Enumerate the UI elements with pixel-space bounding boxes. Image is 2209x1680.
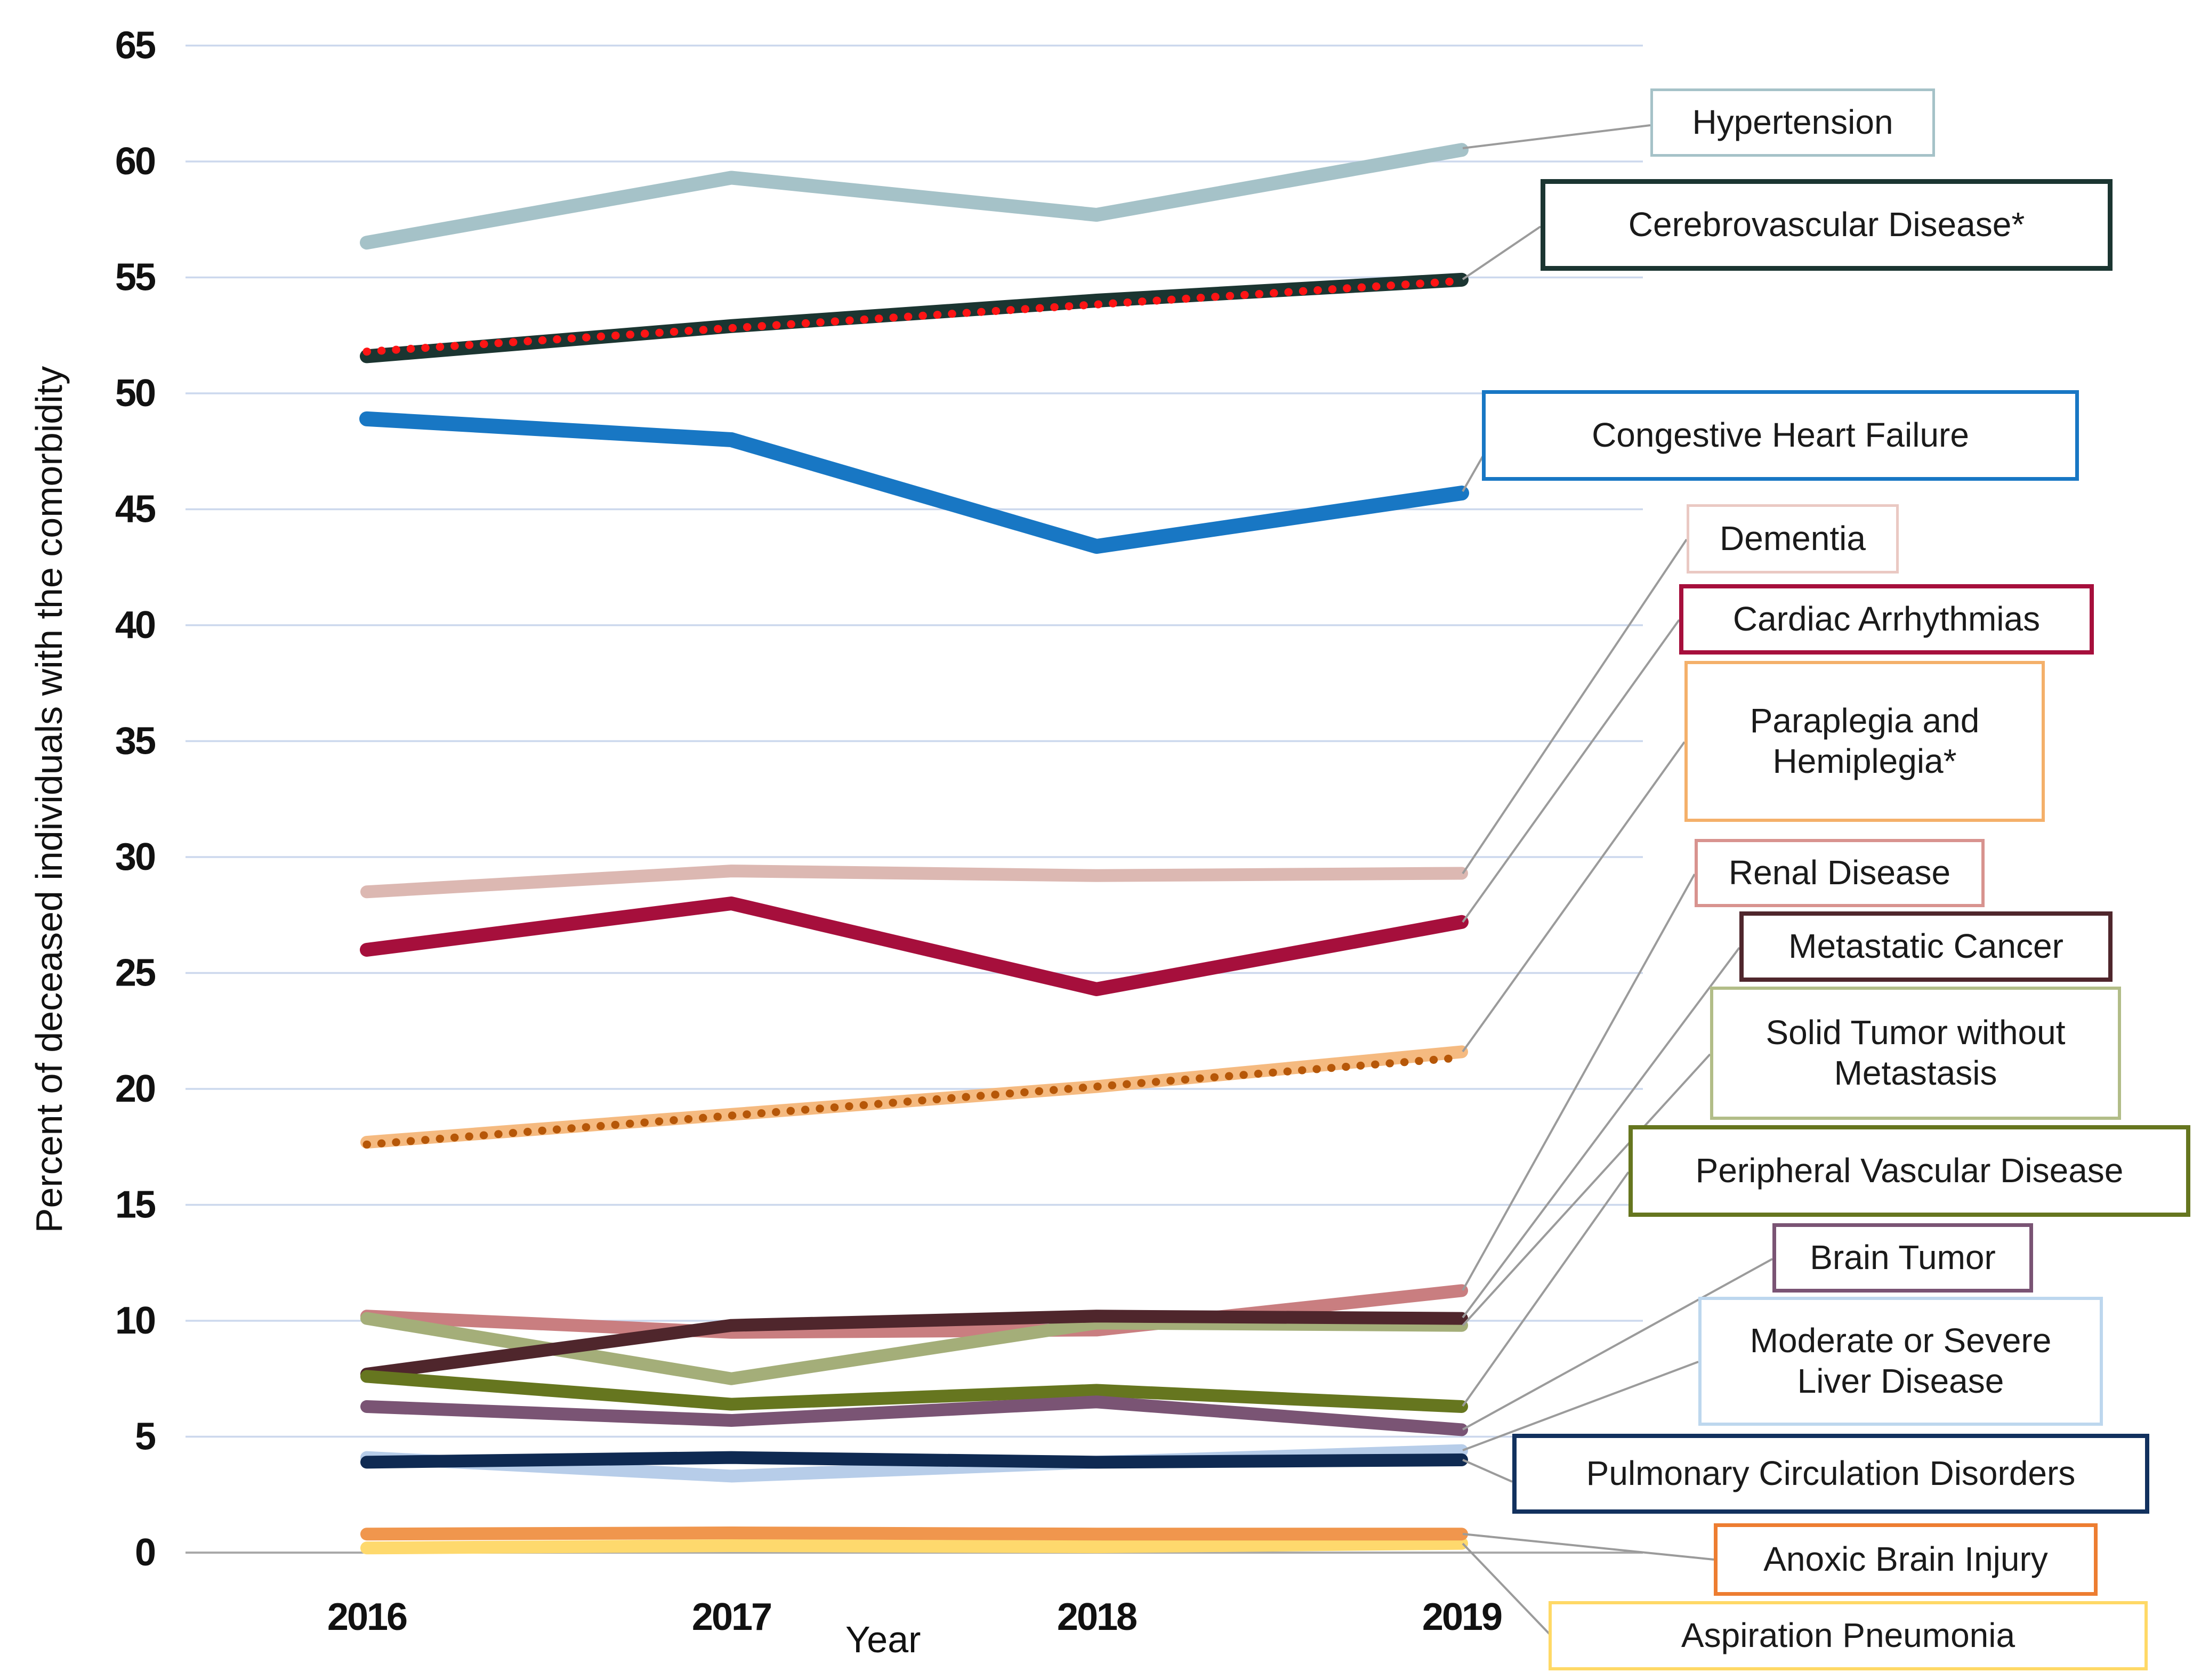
series-line-peripheral-vascular-disease	[360, 1370, 1468, 1413]
legend-box-label: Hypertension	[1692, 103, 1893, 142]
legend-box-label: Solid Tumor without	[1765, 1013, 2066, 1052]
leader-line-cardiac-arrhythmias	[1462, 619, 1680, 923]
legend-box-aspiration-pneumonia: Aspiration Pneumonia	[1549, 1601, 2148, 1670]
legend-box-brain-tumor: Brain Tumor	[1772, 1223, 2033, 1293]
legend-box-pulmonary-circulation-disorders: Pulmonary Circulation Disorders	[1512, 1434, 2149, 1514]
leader-line-anoxic-brain-injury	[1462, 1533, 1714, 1561]
legend-box-solid-tumor-without-metastasis: Solid Tumor without Metastasis	[1710, 987, 2121, 1120]
y-tick-20: 20	[115, 1068, 155, 1110]
y-tick-55: 55	[115, 256, 156, 299]
legend-box-anoxic-brain-injury: Anoxic Brain Injury	[1714, 1523, 2098, 1596]
leader-line-congestive-heart-failure	[1462, 454, 1485, 492]
leader-line-peripheral-vascular-disease	[1462, 1171, 1630, 1407]
legend-box-moderate-or-severe-liver-disease: Moderate or Severe Liver Disease	[1698, 1297, 2103, 1426]
legend-box-label: Brain Tumor	[1810, 1238, 1996, 1277]
y-tick-15: 15	[115, 1184, 156, 1226]
legend-box-label: Renal Disease	[1728, 853, 1951, 892]
legend-box-congestive-heart-failure: Congestive Heart Failure	[1482, 390, 2079, 481]
x-tick-2018: 2018	[1057, 1596, 1136, 1638]
leader-line-metastatic-cancer	[1462, 947, 1740, 1319]
legend-box-label: Congestive Heart Failure	[1592, 416, 1969, 455]
leader-line-hypertension	[1462, 124, 1651, 149]
y-tick-65: 65	[115, 25, 156, 67]
legend-box-cerebrovascular-disease: Cerebrovascular Disease*	[1541, 179, 2113, 271]
y-tick-25: 25	[115, 952, 156, 995]
legend-box-cardiac-arrhythmias: Cardiac Arrhythmias	[1679, 584, 2094, 655]
series-line-hypertension	[360, 143, 1469, 250]
y-tick-40: 40	[115, 604, 155, 647]
legend-box-label: Aspiration Pneumonia	[1681, 1616, 2015, 1655]
series-line-renal-disease	[360, 1284, 1468, 1339]
legend-box-label: Cardiac Arrhythmias	[1732, 600, 2041, 639]
series-line-anoxic-brain-injury	[360, 1526, 1468, 1541]
legend-box-renal-disease: Renal Disease	[1695, 839, 1985, 907]
series-line-brain-tumor	[360, 1395, 1468, 1436]
y-tick-30: 30	[115, 836, 155, 878]
leader-line-cerebrovascular-disease	[1462, 225, 1542, 280]
leader-line-aspiration-pneumonia	[1462, 1542, 1551, 1635]
y-tick-5: 5	[135, 1416, 156, 1458]
legend-box-label: Peripheral Vascular Disease	[1695, 1151, 2124, 1190]
legend-box-label: Dementia	[1720, 519, 1866, 558]
legend-box-label: Cerebrovascular Disease*	[1628, 205, 2025, 244]
y-tick-0: 0	[135, 1531, 155, 1574]
legend-box-metastatic-cancer: Metastatic Cancer	[1739, 911, 2113, 982]
y-tick-50: 50	[115, 372, 155, 415]
legend-box-label: Hemiplegia*	[1772, 742, 1957, 780]
y-tick-10: 10	[115, 1299, 155, 1342]
legend-box-hypertension: Hypertension	[1650, 88, 1935, 157]
series-line-metastatic-cancer	[360, 1310, 1468, 1381]
series-line-pulmonary-circulation-disorders	[360, 1451, 1468, 1469]
y-tick-60: 60	[115, 140, 155, 183]
series-line-dementia	[360, 865, 1468, 899]
leader-line-moderate-or-severe-liver-disease	[1462, 1361, 1699, 1451]
series-line-congestive-heart-failure	[359, 411, 1469, 554]
leader-line-solid-tumor-without-metastasis	[1462, 1053, 1711, 1327]
leader-line-dementia	[1462, 538, 1688, 875]
x-tick-2016: 2016	[327, 1596, 407, 1638]
y-tick-35: 35	[115, 720, 156, 763]
legend-box-label: Paraplegia and	[1750, 701, 1980, 740]
y-tick-45: 45	[115, 488, 156, 531]
series-line-cerebrovascular-disease	[360, 272, 1469, 364]
y-axis-title: Percent of deceased individuals with the…	[28, 366, 70, 1233]
x-axis-title: Year	[845, 1619, 921, 1660]
legend-box-paraplegia-and-hemiplegia: Paraplegia and Hemiplegia*	[1684, 661, 2045, 822]
legend-box-label: Metastatic Cancer	[1788, 927, 2063, 966]
legend-box-dementia: Dementia	[1687, 504, 1899, 574]
legend-box-label: Pulmonary Circulation Disorders	[1586, 1454, 2076, 1493]
leader-line-renal-disease	[1462, 874, 1696, 1291]
x-tick-2017: 2017	[692, 1596, 771, 1638]
series-line-aspiration-pneumonia	[360, 1537, 1468, 1555]
legend-box-label: Moderate or Severe	[1750, 1321, 2052, 1360]
series-line-cardiac-arrhythmias	[360, 896, 1469, 996]
leader-line-brain-tumor	[1462, 1258, 1773, 1431]
legend-box-label: Metastasis	[1834, 1054, 1997, 1092]
x-tick-2019: 2019	[1422, 1596, 1502, 1638]
series-line-paraplegia-and-hemiplegia	[360, 1045, 1468, 1149]
legend-box-label: Liver Disease	[1797, 1362, 2004, 1400]
legend-box-peripheral-vascular-disease: Peripheral Vascular Disease	[1628, 1125, 2190, 1217]
legend-box-label: Anoxic Brain Injury	[1763, 1540, 2048, 1579]
leader-line-pulmonary-circulation-disorders	[1462, 1459, 1513, 1483]
leader-line-paraplegia-and-hemiplegia	[1462, 741, 1686, 1053]
